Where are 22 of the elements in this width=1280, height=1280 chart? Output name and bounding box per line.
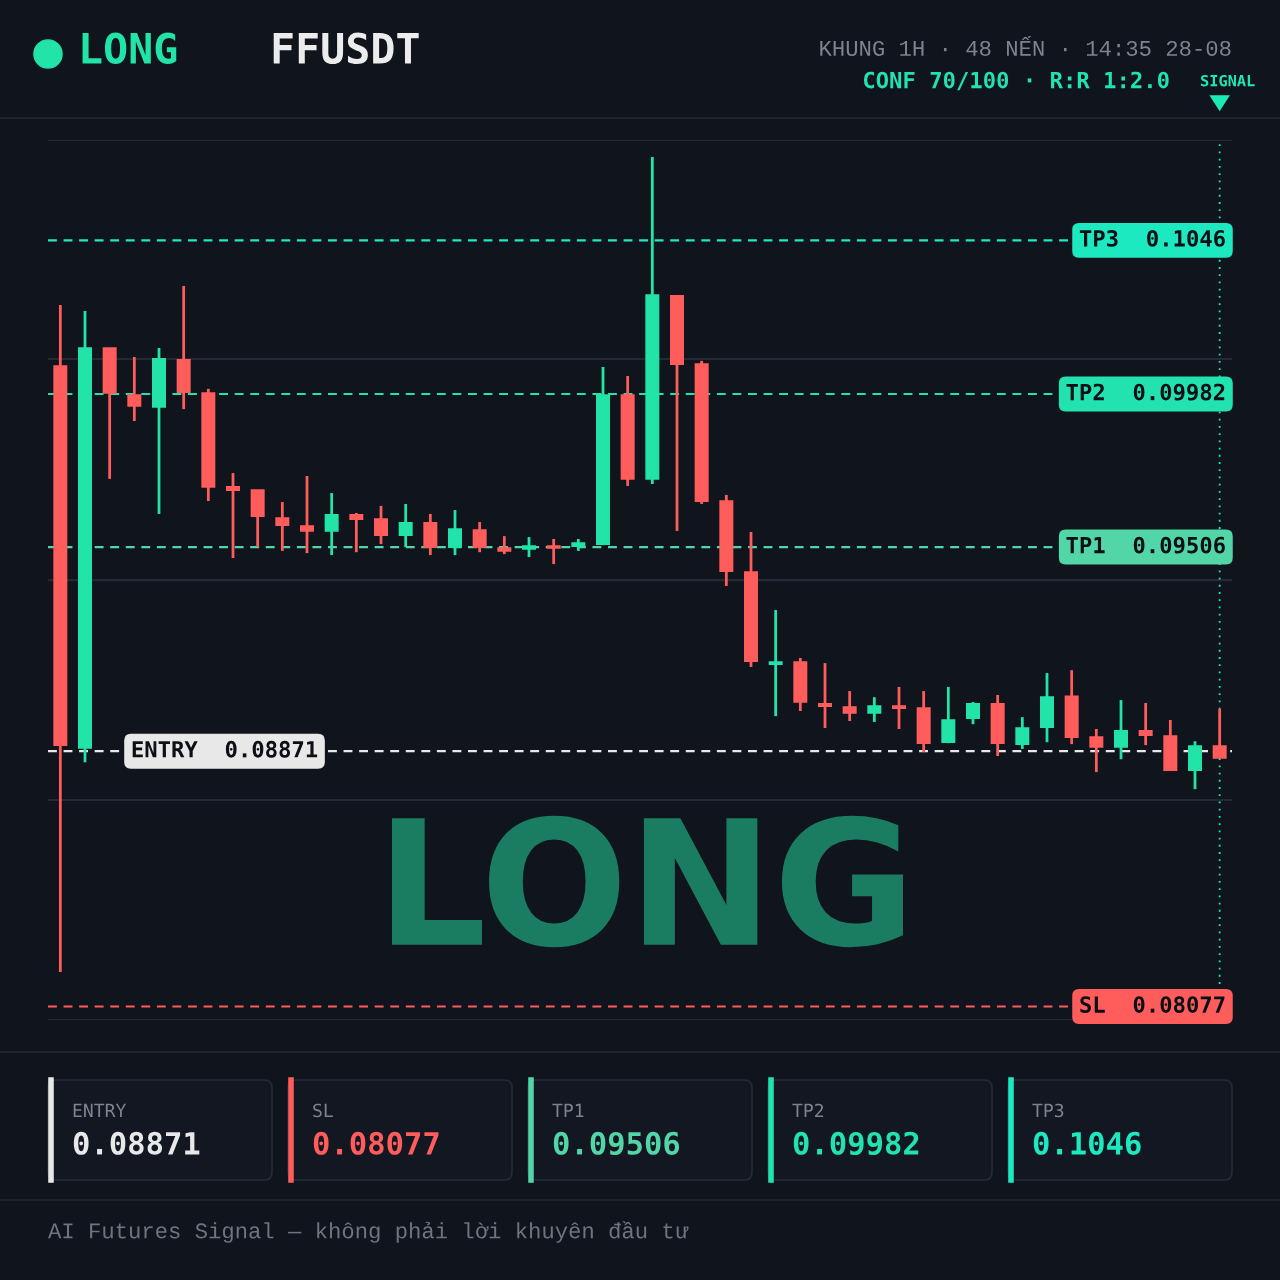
text: 0.1046 xyxy=(1033,1131,1141,1155)
annotation: LONG xyxy=(392,815,903,948)
text: SL xyxy=(313,1103,333,1118)
ref-line-label: TP1 0.09506 xyxy=(1066,536,1225,554)
ref-line-label: SL 0.08077 xyxy=(1080,996,1225,1013)
text: 0.08077 xyxy=(313,1131,439,1155)
text: 0.09982 xyxy=(793,1131,919,1156)
text: 0.09506 xyxy=(553,1131,680,1156)
ref-line-label: ENTRY 0.08871 xyxy=(132,740,318,758)
text: TP1 xyxy=(552,1103,584,1118)
ref-line-label: TP3 0.1046 xyxy=(1079,229,1225,247)
text: TP2 xyxy=(792,1103,824,1118)
text: SIGNAL xyxy=(1201,74,1255,87)
text: CONF 70/100 · R:R 1:2.0 xyxy=(863,71,1169,91)
ref-line-label: TP2 0.09982 xyxy=(1066,383,1225,401)
text: ENTRY xyxy=(73,1103,127,1118)
chart-subtitle: KHUNG 1H · 48 NẾN · 14:35 28-08 xyxy=(820,36,1231,56)
text: AI Futures Signal — không phải lời khuyên đầu tư xyxy=(48,1221,689,1243)
text: TP3 xyxy=(1032,1103,1064,1118)
text: LONG xyxy=(82,32,177,65)
text: 0.08871 xyxy=(73,1131,200,1155)
chart-title: FFUSDT xyxy=(273,32,419,65)
